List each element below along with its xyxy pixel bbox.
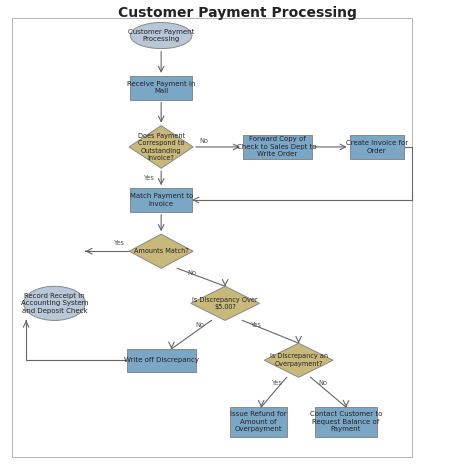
Text: Is Discrepancy an
Overpayment?: Is Discrepancy an Overpayment? xyxy=(270,354,328,367)
FancyBboxPatch shape xyxy=(130,188,192,212)
Text: No: No xyxy=(195,322,204,328)
Text: Does Payment
Correspond to
Outstanding
Invoice?: Does Payment Correspond to Outstanding I… xyxy=(137,133,185,161)
Text: Forward Copy of
Check to Sales Dept to
Write Order: Forward Copy of Check to Sales Dept to W… xyxy=(237,137,317,157)
Ellipse shape xyxy=(24,286,85,320)
Text: No: No xyxy=(187,270,196,276)
Text: Write off Discrepancy: Write off Discrepancy xyxy=(124,357,199,363)
Text: Customer Payment Processing: Customer Payment Processing xyxy=(118,6,356,20)
FancyBboxPatch shape xyxy=(230,407,287,437)
Text: Yes: Yes xyxy=(114,240,125,246)
Ellipse shape xyxy=(130,22,192,49)
Polygon shape xyxy=(264,343,333,377)
Text: No: No xyxy=(318,380,327,386)
FancyBboxPatch shape xyxy=(130,76,192,100)
FancyBboxPatch shape xyxy=(315,407,377,437)
Text: Yes: Yes xyxy=(251,322,262,328)
Text: No: No xyxy=(200,138,208,144)
Polygon shape xyxy=(129,126,193,168)
Text: Amounts Match?: Amounts Match? xyxy=(134,248,189,254)
FancyBboxPatch shape xyxy=(243,135,311,159)
Polygon shape xyxy=(129,234,193,268)
Polygon shape xyxy=(191,286,259,320)
FancyBboxPatch shape xyxy=(350,135,404,159)
Text: Is Discrepancy Over
$5.00?: Is Discrepancy Over $5.00? xyxy=(192,297,258,310)
FancyBboxPatch shape xyxy=(127,349,195,372)
Text: Contact Customer to
Request Balance of
Payment: Contact Customer to Request Balance of P… xyxy=(310,411,382,432)
Text: Receive Payment in
Mail: Receive Payment in Mail xyxy=(127,81,195,94)
Text: Yes: Yes xyxy=(272,380,283,386)
Text: Customer Payment
Processing: Customer Payment Processing xyxy=(128,29,194,42)
Text: Match Payment to
Invoice: Match Payment to Invoice xyxy=(129,193,193,207)
Text: Create Invoice for
Order: Create Invoice for Order xyxy=(346,140,408,154)
Text: Issue Refund for
Amount of
Overpayment: Issue Refund for Amount of Overpayment xyxy=(230,411,287,432)
Text: Yes: Yes xyxy=(144,175,155,181)
Text: Record Receipt in
Accounting System
and Deposit Check: Record Receipt in Accounting System and … xyxy=(21,293,88,314)
